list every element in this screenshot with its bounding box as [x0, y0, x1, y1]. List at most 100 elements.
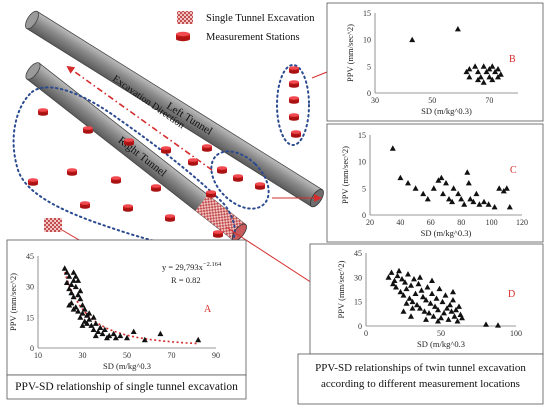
data-point	[439, 298, 446, 305]
x-axis-title: SD (m/kg^0.3)	[421, 106, 472, 116]
x-tick-label: 40	[396, 218, 404, 227]
data-point	[435, 177, 442, 183]
data-point	[72, 273, 79, 279]
chart-right-tunnel-stations: 0 15 30 45 0 50 100 SD (m/kg^0.3 PPV (mm/sec^2) D	[336, 249, 522, 349]
station-zone-face	[210, 150, 270, 210]
y-tick-label: 0	[367, 89, 371, 98]
data-point	[389, 145, 396, 151]
data-point	[451, 313, 458, 319]
measurement-station	[289, 66, 299, 74]
data-point	[95, 328, 102, 334]
x-tick-label: 30	[371, 96, 379, 105]
x-tick-label: 50	[437, 329, 445, 338]
y-axis-title: PPV (mm/sec^2)	[345, 24, 355, 82]
data-point	[467, 196, 474, 202]
data-point	[475, 76, 481, 83]
measurement-station	[38, 108, 48, 116]
panel-letter: B	[509, 54, 516, 65]
y-tick-label: 10	[363, 36, 371, 45]
caption-frame-twin	[297, 353, 544, 405]
x-tick-label: 50	[123, 351, 131, 360]
data-point	[70, 293, 77, 300]
x-tick-label: 120	[516, 218, 528, 227]
x-axis-title: SD (m/kg^0.3	[417, 339, 465, 349]
data-point	[79, 310, 86, 316]
data-point	[400, 292, 407, 298]
data-point	[420, 293, 426, 300]
data-point	[436, 285, 443, 292]
excavated-section	[195, 194, 246, 241]
data-point	[458, 196, 465, 202]
data-point	[423, 297, 429, 303]
data-point	[456, 303, 462, 309]
x-tick-label: 70	[485, 96, 493, 105]
data-point	[77, 287, 84, 294]
data-point	[388, 269, 395, 275]
data-point	[486, 74, 493, 80]
y-tick-label: 0	[358, 322, 362, 331]
data-point	[420, 190, 427, 197]
y-tick-label: 45	[26, 252, 34, 261]
r-value: R = 0.82	[171, 275, 201, 285]
regression-equation: y = 29,793x−2.164	[162, 261, 222, 272]
data-point	[472, 63, 479, 69]
tick-labels: 0 15 30 45 0 50 100	[354, 249, 522, 338]
x-tick-label: 20	[366, 218, 374, 227]
data-point	[409, 36, 416, 43]
data-point	[417, 274, 423, 280]
data-point	[141, 336, 148, 343]
caption-single-tunnel: PPV-SD relationship of single tunnel exc…	[15, 381, 238, 393]
data-point	[415, 280, 422, 287]
data-point	[391, 277, 398, 283]
data-point	[157, 330, 164, 337]
measurement-station	[233, 174, 243, 182]
measurement-station	[213, 230, 223, 238]
data-point	[448, 308, 455, 314]
data-point	[405, 271, 411, 277]
data-point	[459, 314, 465, 321]
data-point	[86, 310, 93, 316]
x-axis-title: SD (m/kg^0.3)	[421, 228, 472, 238]
tick-labels: 0 5 10 15 20 40 60 80 100 120	[358, 131, 528, 227]
data-point	[397, 174, 404, 181]
data-point	[496, 185, 503, 191]
data-point	[79, 322, 86, 328]
data-point	[480, 79, 487, 85]
right-tunnel-label: Right Tunnel	[116, 134, 169, 179]
legend-swatch-station	[176, 31, 190, 42]
x-tick-label: 10	[34, 351, 42, 360]
data-point	[466, 66, 473, 72]
measurement-station	[289, 96, 299, 104]
legend-label-excavation: Single Tunnel Excavation	[206, 13, 315, 24]
measurement-station	[202, 144, 212, 152]
y-axis-title: PPV (mm/sec^2)	[8, 273, 18, 331]
panel-frame-B	[326, 2, 544, 122]
x-tick-label: 70	[168, 351, 176, 360]
data-point	[473, 190, 480, 197]
measurement-station	[165, 214, 175, 222]
caption-frame-single	[6, 374, 247, 400]
measurement-station	[206, 190, 216, 198]
data-point	[470, 198, 477, 205]
x-axis-title: SD (m/kg^0.3	[103, 361, 151, 371]
data-point	[414, 301, 420, 308]
data-point	[66, 273, 73, 279]
y-tick-label: 5	[362, 184, 366, 193]
data-point	[110, 330, 117, 337]
data-point	[433, 295, 440, 301]
x-tick-label: 60	[427, 218, 435, 227]
data-point	[77, 314, 84, 320]
data-point	[90, 314, 97, 320]
data-point	[475, 68, 481, 75]
y-tick-label: 15	[354, 298, 362, 307]
y-tick-label: 10	[358, 158, 366, 167]
y-tick-label: 30	[26, 283, 34, 292]
data-point	[454, 26, 461, 32]
measurement-station	[188, 158, 198, 166]
data-point	[495, 66, 501, 72]
data-point	[446, 196, 452, 202]
panel-frame-A	[6, 239, 247, 376]
data-point	[477, 74, 484, 80]
data-point	[489, 63, 496, 69]
data-point	[486, 66, 493, 72]
